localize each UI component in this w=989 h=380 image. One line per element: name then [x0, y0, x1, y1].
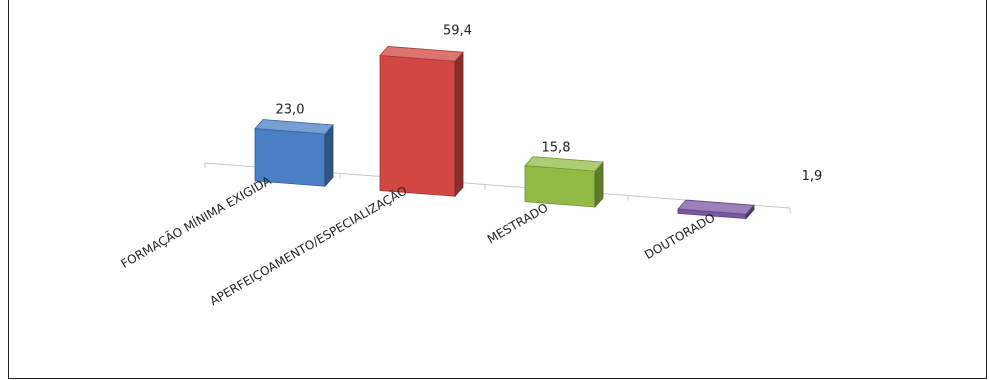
data-labels: 23,0 59,4 15,8 1,9	[276, 23, 823, 184]
bar	[677, 199, 755, 220]
bar-front	[524, 165, 596, 208]
category-label: MESTRADO	[485, 200, 551, 246]
bar-top	[379, 46, 464, 62]
bar-front	[379, 55, 456, 197]
data-label: 59,4	[443, 23, 472, 38]
bars	[254, 46, 755, 220]
bar	[254, 119, 334, 188]
bar-side	[324, 123, 334, 188]
bar-top	[524, 156, 604, 172]
bar-top	[254, 119, 334, 135]
bar-top	[677, 199, 755, 215]
bar	[379, 46, 464, 198]
data-label: 1,9	[802, 169, 823, 184]
category-label: DOUTORADO	[642, 210, 717, 262]
data-label: 15,8	[542, 141, 571, 156]
data-label: 23,0	[276, 103, 305, 118]
bar	[524, 156, 604, 209]
bar-side	[454, 51, 464, 198]
chart-frame	[8, 0, 987, 379]
category-label: FORMAÇÃO MÍNIMA EXIGIDA	[118, 172, 274, 271]
